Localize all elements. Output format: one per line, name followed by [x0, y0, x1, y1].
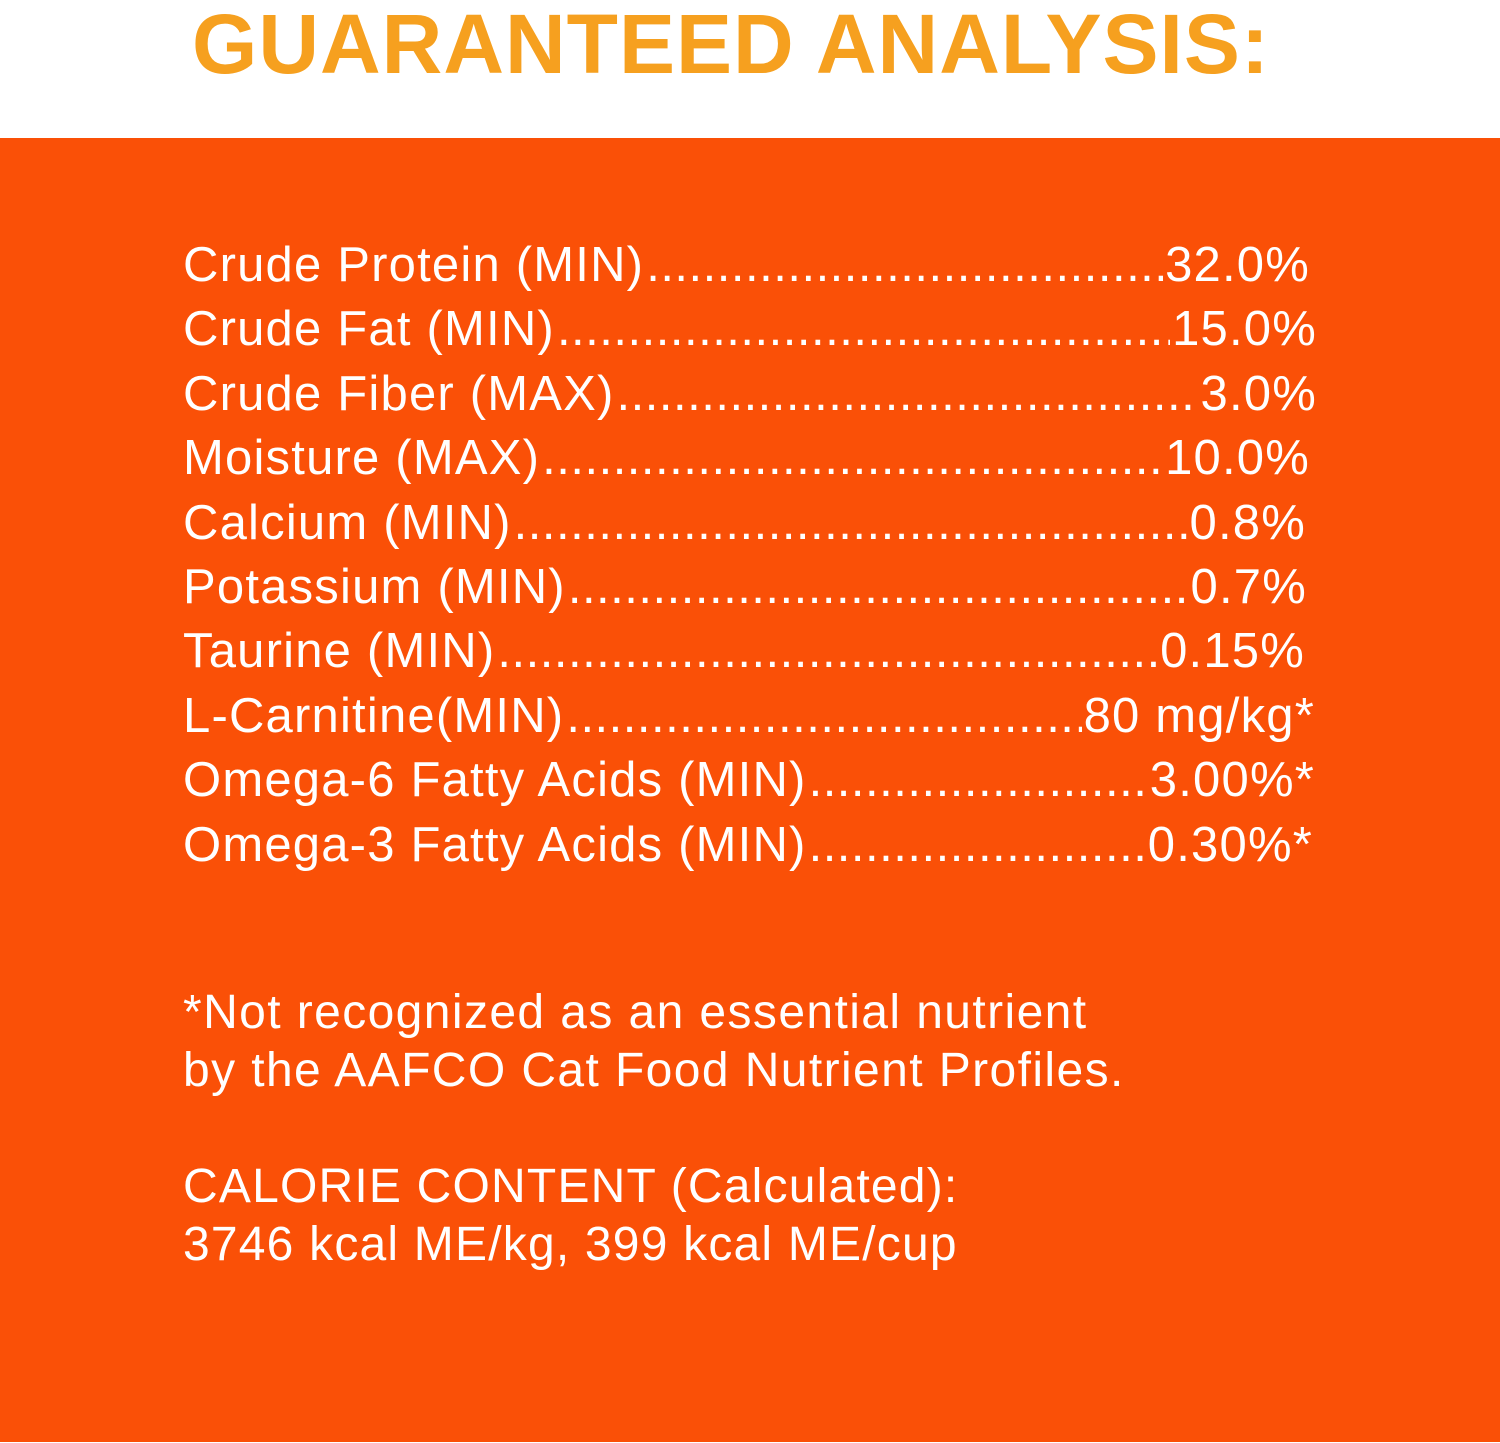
dot-leader: ........................................…	[556, 302, 1170, 357]
nutrient-value: 10.0%	[1165, 431, 1310, 486]
dot-leader: ........................................…	[808, 817, 1146, 872]
dot-leader: ........................................…	[513, 495, 1188, 550]
analysis-row: L-Carnitine(MIN)........................…	[183, 684, 1333, 748]
analysis-row: Crude Protein (MIN).....................…	[183, 233, 1333, 297]
nutrient-value: 3.00%*	[1149, 753, 1315, 808]
analysis-row: Crude Fat (MIN).........................…	[183, 297, 1333, 361]
nutrient-value: 0.15%	[1160, 624, 1305, 679]
analysis-row: Calcium (MIN)...........................…	[183, 491, 1333, 555]
analysis-row: Crude Fiber (MAX).......................…	[183, 362, 1333, 426]
nutrient-value: 3.0%	[1200, 366, 1317, 421]
nutrient-name: L-Carnitine(MIN)	[183, 688, 565, 743]
calorie-value: 3746 kcal ME/kg, 399 kcal ME/cup	[183, 1218, 958, 1271]
analysis-row: Omega-6 Fatty Acids (MIN)...............…	[183, 748, 1333, 812]
nutrition-panel	[0, 138, 1500, 1443]
dot-leader: ........................................…	[566, 688, 1082, 743]
header-band: GUARANTEED ANALYSIS:	[0, 0, 1500, 138]
nutrient-value: 32.0%	[1165, 238, 1310, 292]
footnote-line: *Not recognized as an essential nutrient	[183, 986, 1088, 1039]
calorie-heading: CALORIE CONTENT (Calculated):	[183, 1160, 959, 1213]
aafco-footnote: *Not recognized as an essential nutrient…	[183, 984, 1125, 1100]
dot-leader: ........................................…	[497, 624, 1159, 679]
nutrient-name: Crude Fat (MIN)	[183, 302, 555, 357]
calorie-content: CALORIE CONTENT (Calculated): 3746 kcal …	[183, 1158, 958, 1274]
page-title: GUARANTEED ANALYSIS:	[192, 0, 1270, 91]
nutrient-name: Omega-3 Fatty Acids (MIN)	[183, 817, 807, 872]
analysis-row: Taurine (MIN)...........................…	[183, 619, 1333, 683]
nutrient-name: Taurine (MIN)	[183, 624, 496, 679]
analysis-row: Omega-3 Fatty Acids (MIN)...............…	[183, 813, 1333, 877]
dot-leader: ........................................…	[542, 431, 1164, 486]
nutrient-value: 0.30%*	[1147, 817, 1313, 872]
nutrient-name: Omega-6 Fatty Acids (MIN)	[183, 753, 807, 808]
analysis-row: Potassium (MIN).........................…	[183, 555, 1333, 619]
dot-leader: ........................................…	[567, 559, 1189, 614]
nutrient-name: Crude Fiber (MAX)	[183, 366, 615, 421]
nutrient-name: Moisture (MAX)	[183, 431, 541, 486]
nutrient-name: Calcium (MIN)	[183, 495, 512, 550]
footnote-line: by the AAFCO Cat Food Nutrient Profiles.	[183, 1044, 1125, 1097]
nutrient-name: Crude Protein (MIN)	[183, 238, 645, 292]
dot-leader: ........................................…	[808, 753, 1148, 808]
nutrient-value: 80 mg/kg*	[1083, 688, 1315, 743]
guaranteed-analysis-list: Crude Protein (MIN).....................…	[183, 233, 1333, 877]
nutrient-value: 15.0%	[1172, 302, 1317, 357]
analysis-row: Moisture (MAX)..........................…	[183, 426, 1333, 490]
nutrient-value: 0.8%	[1189, 495, 1306, 550]
nutrient-name: Potassium (MIN)	[183, 559, 566, 614]
dot-leader: ........................................…	[646, 238, 1164, 292]
dot-leader: ........................................…	[616, 366, 1199, 421]
nutrient-value: 0.7%	[1190, 559, 1307, 614]
